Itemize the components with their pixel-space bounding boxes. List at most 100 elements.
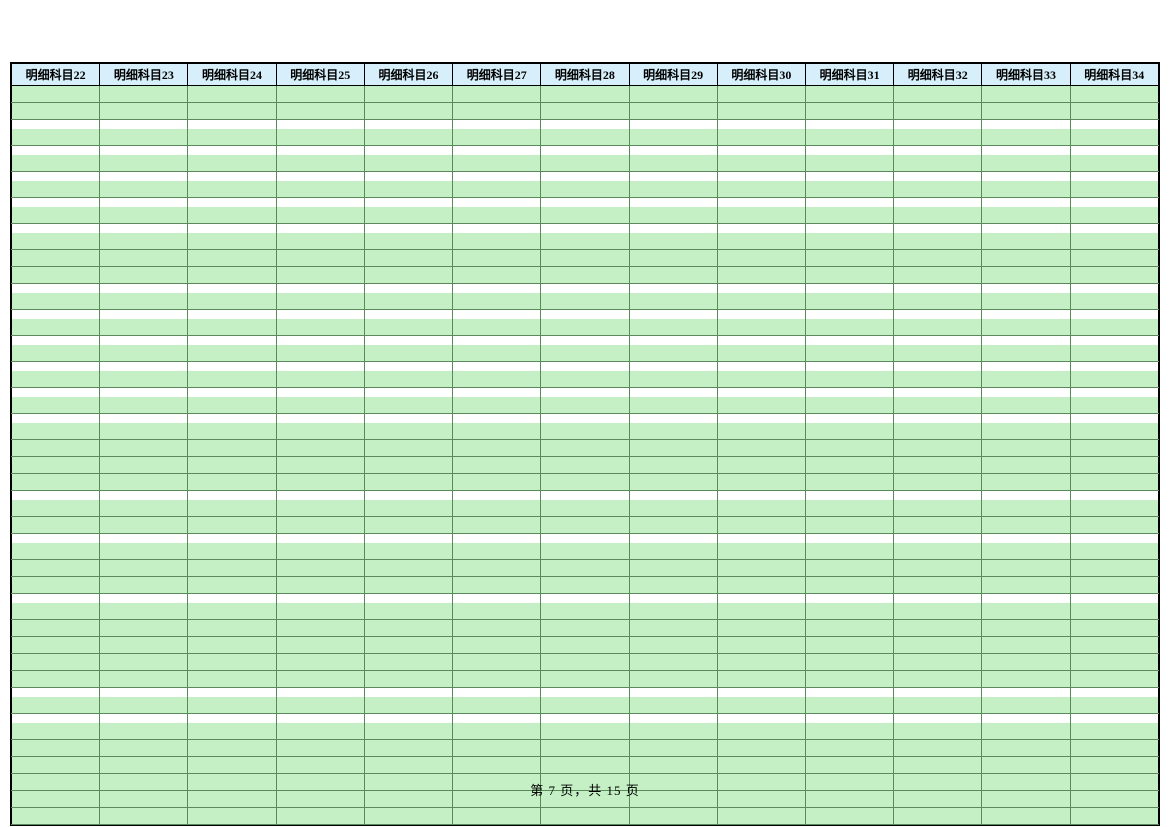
- table-cell: [364, 697, 452, 714]
- table-cell: [276, 120, 364, 129]
- table-cell: [453, 224, 541, 233]
- table-cell: [541, 371, 629, 388]
- table-cell: [541, 723, 629, 740]
- page-footer: 第 7 页，共 15 页: [0, 780, 1170, 799]
- table-cell: [188, 388, 276, 397]
- table-cell: [717, 757, 805, 774]
- table-cell: [629, 224, 717, 233]
- table-cell: [629, 233, 717, 250]
- table-cell: [276, 414, 364, 423]
- table-cell: [805, 671, 893, 688]
- table-cell: [1070, 388, 1158, 397]
- table-cell: [1070, 207, 1158, 224]
- table-cell: [276, 293, 364, 310]
- table-cell: [629, 172, 717, 181]
- table-cell: [12, 560, 100, 577]
- table-cell: [1070, 172, 1158, 181]
- spacer-row: [12, 310, 1159, 319]
- table-cell: [12, 198, 100, 207]
- table-cell: [188, 534, 276, 543]
- table-cell: [805, 560, 893, 577]
- table-cell: [805, 362, 893, 371]
- table-cell: [188, 688, 276, 697]
- table-cell: [364, 172, 452, 181]
- table-cell: [894, 500, 982, 517]
- table-cell: [717, 293, 805, 310]
- table-row: [12, 319, 1159, 336]
- table-cell: [364, 293, 452, 310]
- table-cell: [629, 697, 717, 714]
- table-cell: [100, 577, 188, 594]
- table-cell: [982, 491, 1070, 500]
- table-cell: [805, 267, 893, 284]
- table-cell: [982, 723, 1070, 740]
- table-cell: [100, 172, 188, 181]
- table-cell: [188, 120, 276, 129]
- table-cell: [12, 740, 100, 757]
- table-cell: [982, 310, 1070, 319]
- table-cell: [805, 224, 893, 233]
- column-header: 明细科目33: [982, 64, 1070, 86]
- table-cell: [12, 86, 100, 103]
- table-cell: [276, 603, 364, 620]
- table-cell: [364, 146, 452, 155]
- table-cell: [717, 543, 805, 560]
- table-cell: [188, 603, 276, 620]
- table-cell: [1070, 362, 1158, 371]
- table-cell: [629, 293, 717, 310]
- table-cell: [453, 740, 541, 757]
- table-cell: [364, 233, 452, 250]
- table-cell: [541, 474, 629, 491]
- table-cell: [276, 103, 364, 120]
- table-body: [12, 86, 1159, 825]
- table-cell: [100, 637, 188, 654]
- table-cell: [982, 181, 1070, 198]
- table-cell: [541, 120, 629, 129]
- table-cell: [188, 491, 276, 500]
- table-cell: [100, 388, 188, 397]
- table-cell: [982, 250, 1070, 267]
- table-cell: [188, 345, 276, 362]
- table-cell: [541, 293, 629, 310]
- table-cell: [12, 129, 100, 146]
- table-cell: [629, 808, 717, 825]
- table-cell: [894, 808, 982, 825]
- table-cell: [12, 474, 100, 491]
- table-cell: [629, 103, 717, 120]
- table-cell: [805, 388, 893, 397]
- table-cell: [629, 388, 717, 397]
- table-cell: [805, 757, 893, 774]
- table-cell: [453, 543, 541, 560]
- table-cell: [894, 543, 982, 560]
- table-cell: [453, 517, 541, 534]
- table-cell: [894, 603, 982, 620]
- table-cell: [805, 414, 893, 423]
- table-cell: [717, 440, 805, 457]
- table-cell: [1070, 714, 1158, 723]
- table-cell: [894, 103, 982, 120]
- table-cell: [276, 336, 364, 345]
- table-cell: [717, 500, 805, 517]
- table-cell: [982, 233, 1070, 250]
- table-cell: [894, 457, 982, 474]
- table-cell: [1070, 155, 1158, 172]
- table-row: [12, 603, 1159, 620]
- table-cell: [100, 362, 188, 371]
- table-cell: [188, 808, 276, 825]
- table-cell: [629, 654, 717, 671]
- table-cell: [364, 543, 452, 560]
- column-header: 明细科目32: [894, 64, 982, 86]
- table-cell: [276, 388, 364, 397]
- table-row: [12, 723, 1159, 740]
- table-cell: [453, 697, 541, 714]
- table-row: [12, 543, 1159, 560]
- table-cell: [541, 808, 629, 825]
- table-cell: [894, 345, 982, 362]
- table-cell: [717, 808, 805, 825]
- table-cell: [541, 284, 629, 293]
- table-cell: [894, 181, 982, 198]
- table-cell: [982, 388, 1070, 397]
- table-cell: [629, 517, 717, 534]
- table-cell: [1070, 440, 1158, 457]
- table-cell: [805, 181, 893, 198]
